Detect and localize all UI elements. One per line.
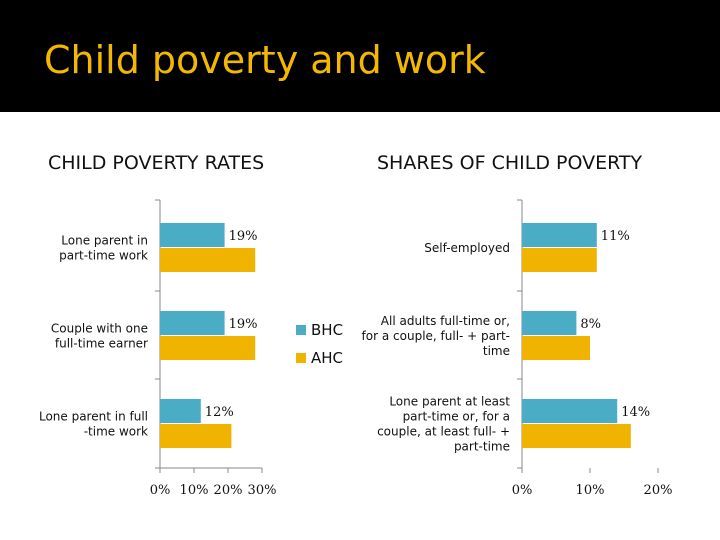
slide-title: Child poverty and work (44, 38, 486, 82)
data-label: 11% (601, 229, 630, 244)
data-label: 19% (229, 317, 258, 332)
category-label-line: Lone parent in full (39, 410, 148, 424)
chart-1-title: CHILD POVERTY RATES (48, 152, 265, 174)
bar-bhc (522, 311, 577, 335)
x-tick-label: 20% (214, 483, 243, 498)
category-label-line: for a couple, full- + part- (362, 329, 510, 343)
category-label-line: Lone parent at least (389, 395, 510, 409)
category-label-line: Self-employed (424, 241, 510, 255)
bar-bhc (160, 311, 225, 335)
bar-ahc (160, 424, 232, 448)
x-tick-label: 0% (512, 483, 533, 498)
category-label: Couple with one full-time earner (51, 322, 148, 351)
bar-bhc (160, 223, 225, 247)
legend-swatch-ahc (296, 353, 306, 363)
chart-shares-of-child-poverty: 11% Self-employed 8% All adults full-time o… (362, 199, 673, 498)
category-label-line: time (483, 344, 510, 358)
legend-label-ahc: AHC (311, 349, 343, 367)
bar-bhc (160, 399, 201, 423)
category-label-line: Lone parent in (61, 234, 148, 248)
category-label-line: couple, at least full- + (377, 425, 510, 439)
x-tick-label: 0% (150, 483, 171, 498)
data-label: 19% (229, 229, 258, 244)
x-tick-label: 10% (180, 483, 209, 498)
category-label: Self-employed (424, 241, 510, 255)
title-bar (0, 0, 720, 112)
category-label-line: part-time work (59, 249, 148, 263)
category-label-line: -time work (84, 425, 148, 439)
legend: BHC AHC (296, 321, 343, 367)
category-label: Lone parent in full -time work (39, 410, 148, 439)
legend-label-bhc: BHC (311, 321, 343, 339)
legend-swatch-bhc (296, 325, 306, 335)
category-label-line: All adults full-time or, (381, 314, 510, 328)
data-label: 14% (621, 405, 650, 420)
data-label: 8% (580, 317, 601, 332)
category-label: All adults full-time or, for a couple, fu… (362, 314, 510, 358)
bar-bhc (522, 399, 618, 423)
bar-ahc (522, 248, 597, 272)
data-label: 12% (205, 405, 234, 420)
bar-ahc (160, 336, 256, 360)
category-label: Lone parent in part-time work (59, 234, 148, 263)
x-tick-label: 20% (644, 483, 673, 498)
x-tick-label: 30% (248, 483, 277, 498)
bar-bhc (522, 223, 597, 247)
chart-child-poverty-rates: 19% Lone parent in part-time work 19% Couple… (39, 199, 277, 498)
chart-2-title: SHARES OF CHILD POVERTY (377, 152, 643, 174)
bar-ahc (522, 336, 590, 360)
x-tick-label: 10% (576, 483, 605, 498)
bar-ahc (522, 424, 631, 448)
category-label-line: Couple with one (51, 322, 148, 336)
category-label-line: part-time (454, 440, 510, 454)
bar-ahc (160, 248, 256, 272)
category-label-line: full-time earner (55, 337, 148, 351)
category-label-line: part-time or, for a (403, 410, 510, 424)
